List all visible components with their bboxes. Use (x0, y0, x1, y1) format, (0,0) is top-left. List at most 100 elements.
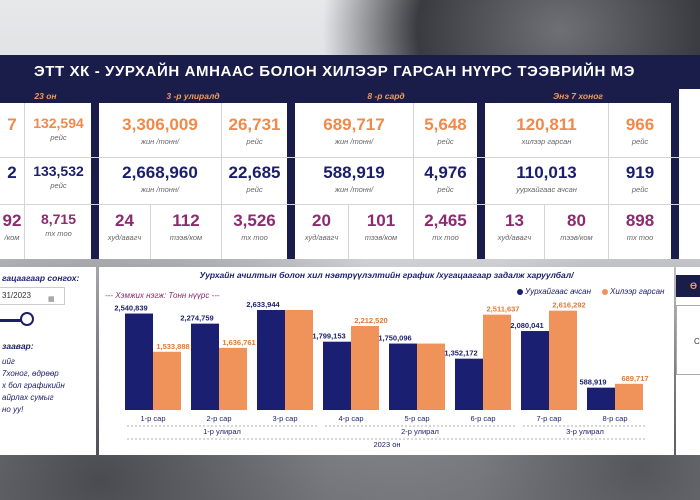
month-tick-label: 7-р сар (536, 414, 561, 423)
week-section-head: Энэ 7 хоног (485, 89, 671, 103)
col-divider (221, 204, 222, 259)
border-bar[interactable] (285, 310, 313, 410)
col-divider (150, 204, 151, 259)
quarter-row1-weight: 3,306,009 жин /тонн/ (122, 115, 198, 146)
week-row1-trips: 966 рейс (625, 115, 655, 146)
instruction-line: но уу! (2, 405, 24, 414)
quarter-label: 2-р улирал (401, 427, 439, 436)
bar-value-label: 1,636,761 (222, 338, 255, 347)
row-divider (0, 157, 700, 158)
border-bar[interactable] (153, 351, 181, 410)
col-divider (413, 103, 414, 204)
chart-title: Уурхайн ачилтын болон хил нэвтрүүлэлтийн… (199, 270, 574, 280)
week-vehicles: 898 тх тоо (625, 211, 655, 242)
year-section-head: 23 он (0, 89, 91, 103)
border-bar[interactable] (549, 310, 577, 410)
section-gap (91, 89, 99, 259)
year-row1-value: 7 (7, 115, 17, 134)
month-row2-weight: 588,919 жин /тонн/ (323, 163, 385, 194)
border-bar[interactable] (351, 325, 379, 410)
col-divider (608, 204, 609, 259)
row-divider (0, 204, 700, 205)
section-gap (477, 89, 485, 259)
quarter-row1-trips: 26,731 рейс (228, 115, 281, 146)
border-bar[interactable] (219, 347, 247, 410)
legend-dot (517, 288, 523, 295)
dashboard-title: ЭТТ ХК - УУРХАЙН АМНААС БОЛОН ХИЛЭЭР ГАР… (34, 63, 636, 80)
section-gap (671, 89, 679, 259)
col-divider (221, 103, 222, 204)
year-label: 2023 он (373, 440, 400, 449)
instruction-line: 7хоног, өдрөөр (2, 369, 59, 378)
month-tick-label: 3-р сар (272, 414, 297, 423)
bar-value-label: 1,533,888 (156, 342, 189, 351)
border-bar[interactable] (417, 343, 445, 410)
quarter-carriers: 112 тээв/ком (169, 211, 203, 242)
border-bar[interactable] (483, 314, 511, 410)
bar-value-label: 2,511,637 (487, 305, 520, 314)
bar-value-label: 1,799,153 (312, 332, 345, 341)
month-section-head: 8 -р сард (295, 89, 477, 103)
stats-panel: 23 он 3 -р улиралд 8 -р сард Энэ 7 хоног… (0, 89, 700, 259)
month-carriers: 101 тээв/ком (364, 211, 398, 242)
filter-panel: гацаагаар сонгох: 31/2023 ▦ заавар: ийг … (0, 267, 96, 455)
year-row2-trips: 133,532 рейс (33, 163, 84, 190)
right-panel: Ө С (676, 267, 700, 455)
right-panel-box (676, 305, 700, 375)
quarter-label: 3-р улирал (566, 427, 604, 436)
week-carriers: 80 тээв/ком (560, 211, 593, 242)
mine-bar[interactable] (323, 341, 351, 410)
border-bar[interactable] (615, 383, 643, 410)
bar-value-label: 2,616,292 (552, 301, 585, 310)
month-tick-label: 8-р сар (602, 414, 627, 423)
mine-bar[interactable] (455, 358, 483, 410)
month-tick-label: 4-р сар (338, 414, 363, 423)
right-panel-letter: С (694, 337, 700, 346)
quarter-label: 1-р улирал (203, 427, 241, 436)
col-divider (24, 103, 25, 259)
mine-bar[interactable] (257, 310, 285, 410)
week-row2-weight: 110,013 уурхайгаас ачсан (516, 163, 577, 194)
mine-bar[interactable] (389, 343, 417, 410)
bar-value-label: 2,540,839 (114, 304, 147, 313)
col-divider (348, 204, 349, 259)
unit-label: --- Хэмжих нэгж: Тонн нүүрс --- (105, 291, 220, 300)
bar-value-label: 2,080,041 (510, 321, 543, 330)
month-row2-trips: 4,976 рейс (424, 163, 467, 194)
year-row1-trips: 132,594 рейс (33, 115, 84, 142)
bar-value-label: 689,717 (621, 374, 648, 383)
bar-value-label: 2,633,944 (246, 300, 280, 309)
month-tick-label: 5-р сар (404, 414, 429, 423)
instruction-line: ийг (2, 357, 15, 366)
month-tick-label: 1-р сар (140, 414, 165, 423)
bar-value-label: 588,919 (579, 378, 606, 387)
legend-item-mine[interactable]: Уурхайгаас ачсан (517, 287, 591, 296)
instruction-line: айрлах сумыг (2, 393, 54, 402)
mine-bar[interactable] (587, 387, 615, 410)
legend-dot (602, 288, 608, 295)
month-tick-label: 6-р сар (470, 414, 495, 423)
bar-value-label: 2,274,759 (180, 314, 213, 323)
date-input-value: 31/2023 (2, 291, 31, 300)
bar-value-label: 1,352,172 (444, 349, 477, 358)
legend-item-border[interactable]: Хилээр гарсан (602, 287, 664, 296)
section-gap (287, 89, 295, 259)
mine-bar[interactable] (191, 323, 219, 410)
date-slider-handle[interactable] (20, 312, 34, 326)
quarter-row2-trips: 22,685 рейс (228, 163, 281, 194)
mine-bar[interactable] (521, 331, 549, 410)
instruction-line: х бол графикийн (2, 381, 65, 390)
mine-bar[interactable] (125, 313, 153, 410)
bar-chart: 2,540,839 1,533,888 1-р сар 2,274,759 1,636,… (114, 300, 648, 449)
right-panel-head: Ө (676, 275, 700, 297)
bar-value-label: 1,750,096 (378, 334, 411, 343)
quarter-buyers: 24 худ/авагч (107, 211, 142, 242)
week-row2-trips: 919 рейс (625, 163, 655, 194)
month-tick-label: 2-р сар (206, 414, 231, 423)
month-vehicles: 2,465 тх тоо (424, 211, 467, 242)
month-row1-trips: 5,648 рейс (424, 115, 467, 146)
calendar-icon[interactable]: ▦ (48, 296, 55, 303)
date-input[interactable]: 31/2023 ▦ (0, 287, 65, 305)
year-row2-value: 2 (7, 163, 17, 182)
date-slider-track[interactable] (0, 319, 28, 322)
